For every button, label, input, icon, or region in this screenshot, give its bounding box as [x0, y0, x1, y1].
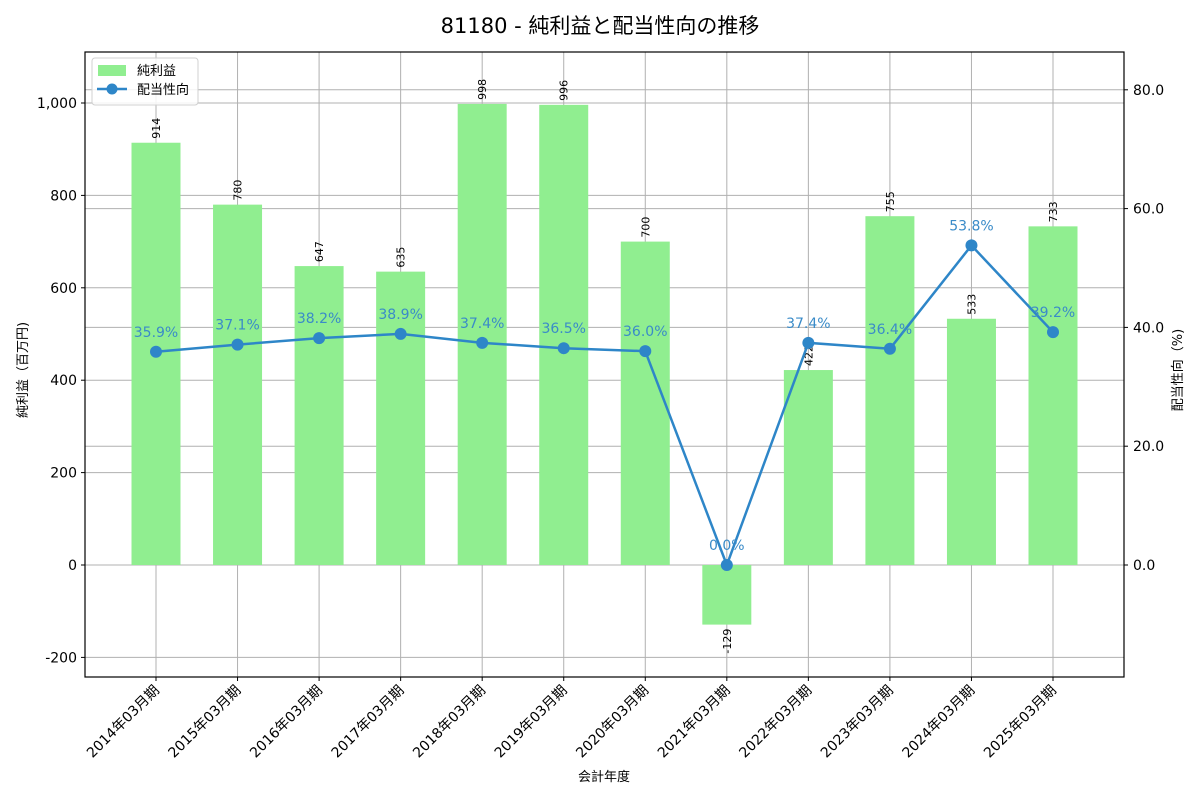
svg-text:2023年03月期: 2023年03月期	[818, 683, 897, 762]
svg-text:400: 400	[50, 373, 77, 389]
payout-ratio-label: 35.9%	[134, 325, 178, 341]
bar	[783, 370, 833, 565]
bar-value-label: 533	[965, 294, 978, 315]
svg-text:1,000: 1,000	[37, 96, 77, 112]
legend-label-net-income: 純利益	[137, 64, 176, 79]
bar-value-label: 780	[232, 180, 245, 201]
bar-value-label: 998	[476, 79, 489, 100]
line-marker	[394, 327, 407, 340]
legend-label-payout-ratio: 配当性向	[137, 82, 189, 98]
payout-ratio-label: 37.4%	[786, 316, 830, 332]
payout-ratio-label: 36.5%	[541, 321, 585, 337]
bar-value-label: 996	[558, 80, 571, 101]
payout-ratio-label: 36.0%	[623, 324, 667, 340]
line-marker	[883, 342, 896, 355]
svg-text:2025年03月期: 2025年03月期	[981, 683, 1060, 762]
bar	[1028, 226, 1078, 565]
bar	[457, 103, 507, 565]
legend-line-marker-icon	[106, 83, 118, 95]
svg-text:600: 600	[50, 281, 77, 297]
bar	[376, 271, 426, 565]
line-series-payout-ratio	[150, 239, 1059, 571]
left-y-axis-ticks: -200 0 200 400 600 800 1,000	[37, 96, 85, 666]
bar-value-label: -129	[721, 629, 734, 654]
payout-ratio-labels: 35.9% 37.1% 38.2% 38.9% 37.4% 36.5% 36.0% 0.0% 3…	[134, 218, 1075, 554]
line-marker	[150, 345, 162, 358]
bar-value-label: 733	[1047, 201, 1060, 222]
payout-ratio-label: 53.8%	[949, 218, 993, 234]
svg-text:60.0: 60.0	[1133, 202, 1164, 218]
y-axis-label: 純利益（百万円)	[16, 322, 31, 418]
svg-text:20.0: 20.0	[1133, 439, 1164, 455]
bar	[294, 266, 344, 565]
bar	[539, 104, 589, 566]
bar	[946, 318, 996, 565]
legend-bar-swatch	[98, 65, 126, 76]
plot-frame	[84, 51, 1125, 678]
right-y-axis-ticks: 0.0 20.0 40.0 60.0 80.0	[1124, 83, 1164, 574]
bar	[213, 204, 263, 565]
payout-ratio-label: 37.1%	[215, 318, 259, 334]
y2-axis-label: 配当性向（%)	[1170, 329, 1186, 411]
bar-value-label: 700	[639, 217, 652, 238]
x-axis-label: 会計年度	[578, 769, 630, 785]
payout-ratio-label: 38.9%	[378, 307, 422, 323]
payout-ratio-label: 0.0%	[709, 538, 745, 554]
line-marker	[231, 338, 244, 351]
line-marker	[720, 559, 733, 571]
legend: 純利益 配当性向	[91, 57, 199, 106]
svg-text:2024年03月期: 2024年03月期	[899, 683, 978, 762]
svg-text:2019年03月期: 2019年03月期	[492, 683, 571, 762]
svg-text:2021年03月期: 2021年03月期	[655, 683, 734, 762]
payout-ratio-label: 37.4%	[460, 316, 504, 332]
svg-text:80.0: 80.0	[1133, 83, 1164, 99]
line-marker	[965, 239, 978, 252]
bar-series-net-income	[131, 103, 1078, 625]
bar	[702, 565, 752, 625]
svg-text:200: 200	[50, 466, 77, 482]
x-axis-ticks: 2014年03月期 2015年03月期 2016年03月期 2017年03月期 2018…	[84, 677, 1060, 761]
bar-value-label: 647	[313, 241, 326, 262]
svg-text:-200: -200	[45, 650, 77, 666]
line-marker	[1047, 326, 1059, 339]
svg-text:0.0: 0.0	[1133, 558, 1155, 574]
svg-text:2020年03月期: 2020年03月期	[573, 683, 652, 762]
payout-ratio-label: 38.2%	[297, 311, 341, 327]
svg-text:40.0: 40.0	[1133, 320, 1164, 336]
svg-text:2015年03月期: 2015年03月期	[166, 683, 245, 762]
svg-text:2017年03月期: 2017年03月期	[329, 683, 408, 762]
svg-text:800: 800	[50, 188, 77, 204]
bar-value-label: 755	[884, 191, 897, 212]
svg-text:2022年03月期: 2022年03月期	[736, 683, 815, 762]
bar-value-label: 635	[395, 247, 408, 268]
payout-ratio-label: 39.2%	[1031, 305, 1075, 321]
chart-title: 81180 - 純利益と配当性向の推移	[441, 14, 760, 38]
svg-text:2014年03月期: 2014年03月期	[84, 683, 163, 762]
svg-text:0: 0	[68, 558, 77, 574]
bar	[865, 216, 915, 565]
line-marker	[557, 342, 570, 355]
line-marker	[476, 336, 489, 349]
line-marker	[313, 332, 326, 345]
svg-text:2018年03月期: 2018年03月期	[410, 683, 489, 762]
line-marker	[639, 345, 652, 358]
payout-ratio-label: 36.4%	[868, 322, 912, 338]
bar-value-label: 914	[150, 118, 163, 139]
line-marker	[802, 336, 815, 349]
bar	[620, 241, 670, 565]
svg-text:2016年03月期: 2016年03月期	[247, 683, 326, 762]
